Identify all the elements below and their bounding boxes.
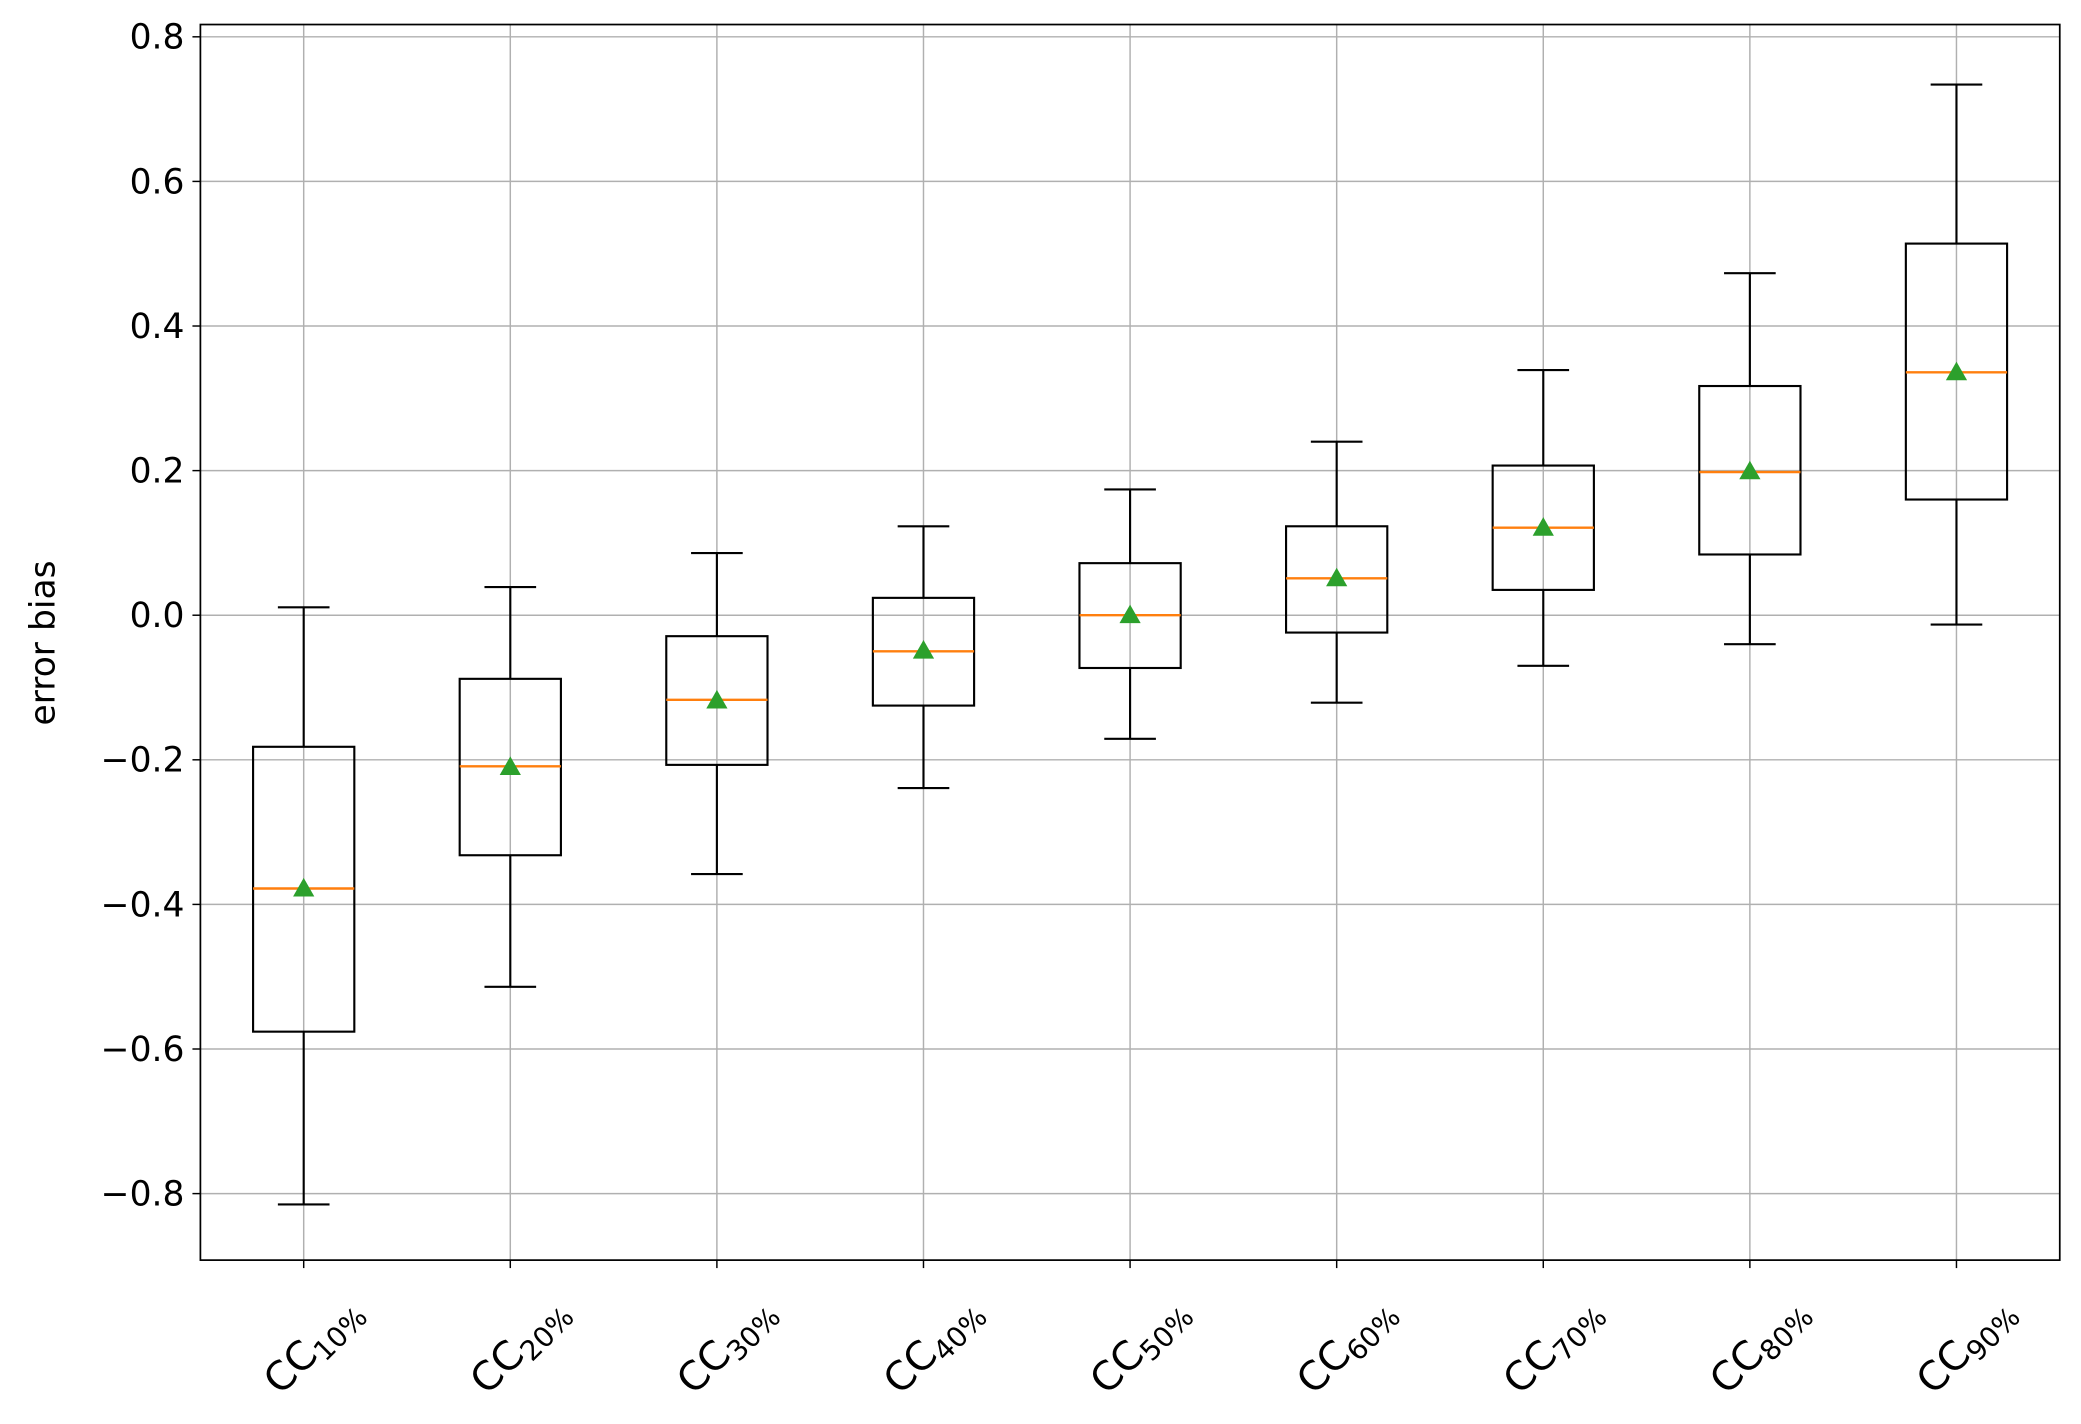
plot-frame [199,23,2061,1261]
box-series [252,83,2009,1206]
y-tick-label: 0.8 [130,18,185,58]
grid-lines [200,24,2060,1261]
y-tick-label: −0.6 [101,1030,185,1070]
mean-marker [1739,460,1761,480]
box-group [252,606,356,1206]
box-group [1491,369,1595,667]
y-tick-label: −0.4 [101,885,185,925]
y-tick-label: 0.6 [130,162,185,202]
y-tick-label: −0.2 [101,741,185,781]
x-tick-label: CC60% [1288,1288,1407,1407]
mean-marker [499,756,521,776]
box-group [871,525,976,790]
x-tick-label: CC50% [1081,1288,1200,1407]
y-axis: 0.8 0.6 0.4 0.2 0.0 −0.2 −0.4 −0.6 −0.8 [101,18,201,1215]
box-iqr [1698,384,1802,556]
mean-marker [293,877,315,897]
box-group [1285,440,1389,704]
box-group [665,551,769,876]
x-tick-label: CC10% [255,1288,374,1407]
box-group [1078,488,1182,740]
mean-marker [1532,517,1554,536]
mean-marker [912,640,935,659]
y-tick-label: 0.4 [130,307,185,347]
mean-marker [706,689,728,709]
x-tick-label: CC30% [668,1288,787,1407]
box-group [458,585,562,988]
y-tick-label: −0.8 [101,1175,185,1215]
box-group [1904,83,2009,626]
x-tick-label: CC20% [461,1288,580,1407]
mean-marker [1119,604,1141,624]
x-axis: CC10% CC20% CC30% CC40% CC50% CC60% CC70% CC80%… [255,1260,2027,1407]
x-tick-label: CC90% [1908,1288,2027,1407]
mean-marker [1326,567,1348,587]
x-tick-label: CC70% [1494,1288,1613,1407]
y-tick-label: 0.2 [130,452,185,492]
box-group [1698,272,1802,646]
x-tick-label: CC80% [1701,1288,1820,1407]
mean-marker [1945,361,1968,381]
y-axis-label: error bias [23,560,63,725]
x-tick-label: CC40% [875,1288,994,1407]
y-tick-label: 0.0 [130,596,185,636]
